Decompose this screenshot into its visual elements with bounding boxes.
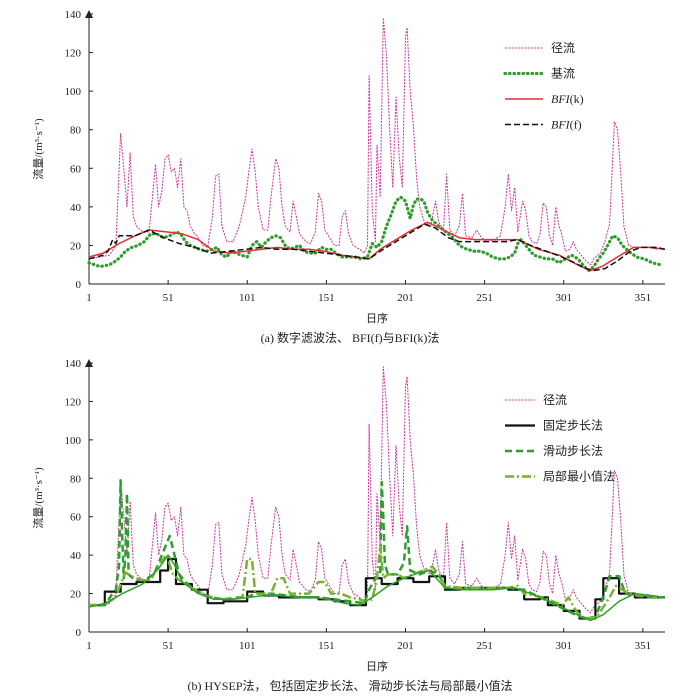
x-tick-label: 201 (397, 640, 414, 652)
y-tick-label: 20 (70, 240, 82, 252)
legend-label: 固定步长法 (543, 418, 603, 433)
panel-a-xlabel: 日序 (366, 311, 388, 325)
y-tick-label: 40 (70, 550, 82, 562)
y-tick-label: 80 (70, 125, 82, 137)
panel-a: 1 51 101 151 201 251 301 351020406080100120140 … (31, 9, 666, 345)
x-tick-label: 251 (476, 640, 493, 652)
panel-a-caption: (a) 数字滤波法、 BFI(f)与BFI(k)法 (261, 330, 440, 345)
legend-label: 径流 (551, 41, 575, 55)
series-line-0 (88, 17, 658, 266)
y-tick-label: 20 (70, 589, 82, 601)
x-tick-label: 201 (397, 292, 414, 304)
y-tick-label: 120 (65, 396, 82, 408)
y-tick-label: 0 (76, 627, 82, 639)
panel-b-ylabel: 流量/(m³·s⁻¹) (31, 467, 45, 529)
x-tick-label: 351 (635, 640, 652, 652)
panel-a-series (87, 17, 666, 273)
series-line-0 (88, 366, 658, 614)
y-tick-label: 120 (65, 48, 82, 60)
panel-a-ylabel: 流量/(m³·s⁻¹) (31, 118, 45, 180)
panel-b-caption: (b) HYSEP法， 包括固定步长法、 滑动步长法与局部最小值法 (187, 678, 512, 693)
y-tick-label: 140 (65, 9, 82, 21)
x-tick-label: 251 (476, 292, 493, 304)
series-line-3 (89, 544, 658, 620)
y-tick-label: 140 (65, 358, 82, 370)
x-tick-label: 151 (318, 640, 335, 652)
legend-label: 径流 (543, 393, 567, 407)
x-tick-label: 1 (86, 292, 92, 304)
series-line-4 (88, 554, 666, 622)
legend-label: 局部最小值法 (543, 469, 615, 484)
legend-label: BFI(k) (551, 92, 584, 106)
series-line-1 (89, 557, 665, 620)
panel-b-xlabel: 日序 (366, 659, 388, 673)
y-tick-label: 40 (70, 202, 82, 214)
series-line-3 (88, 223, 666, 272)
x-tick-label: 151 (318, 292, 335, 304)
x-tick-label: 1 (86, 640, 92, 652)
y-tick-label: 60 (70, 512, 82, 524)
legend-label: BFI(f) (551, 118, 582, 132)
x-tick-label: 101 (239, 640, 256, 652)
series-line-1 (87, 195, 662, 273)
y-tick-label: 100 (65, 435, 82, 447)
legend-label: 滑动步长法 (543, 444, 603, 458)
x-tick-label: 51 (163, 640, 174, 652)
y-tick-label: 60 (70, 163, 82, 175)
x-tick-label: 301 (555, 292, 572, 304)
panel-b-series (88, 366, 666, 622)
y-tick-label: 80 (70, 473, 82, 485)
legend-label: 基流 (551, 67, 575, 81)
panel-b: 1 51 101 151 201 251 301 351020406080100120140 … (31, 358, 666, 693)
x-tick-label: 351 (635, 292, 652, 304)
x-tick-label: 101 (239, 292, 256, 304)
x-tick-label: 301 (555, 640, 572, 652)
y-tick-label: 100 (65, 86, 82, 98)
x-tick-label: 51 (163, 292, 174, 304)
y-tick-label: 0 (76, 279, 82, 291)
